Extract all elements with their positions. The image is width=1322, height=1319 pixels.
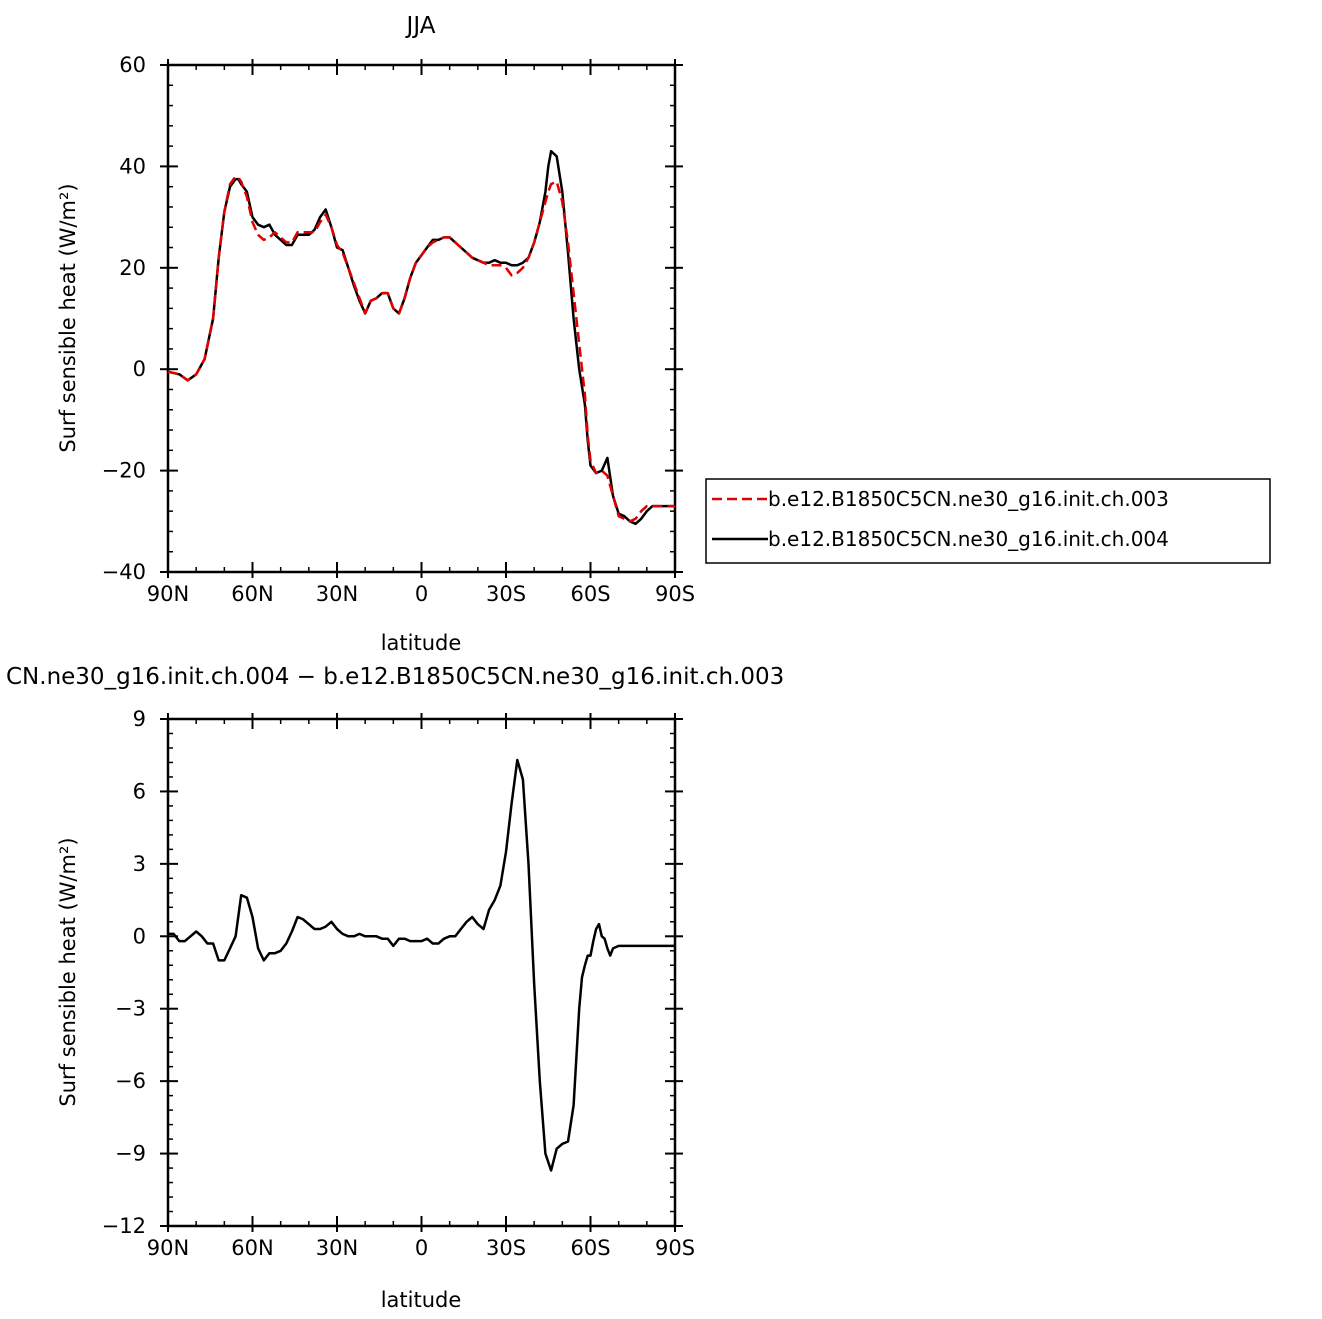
legend-box [705, 478, 1271, 564]
bottom-y-axis-label: Surf sensible heat (W/m²) [56, 837, 80, 1106]
bottom-x-tick-label: 60S [570, 1236, 610, 1260]
bottom-y-tick-label: 6 [133, 779, 146, 803]
top-series-line-0 [167, 175, 675, 523]
top-y-tick-label: −40 [102, 560, 146, 584]
bottom-x-tick-label: 30N [316, 1236, 358, 1260]
top-x-axis-label: latitude [381, 631, 462, 655]
top-series-group [167, 149, 675, 526]
bottom-y-tick-label: −3 [115, 997, 146, 1021]
top-y-tick-label: −20 [102, 459, 146, 483]
bottom-y-tick-label: 3 [133, 852, 146, 876]
top-x-tick-label: 0 [415, 582, 428, 606]
bottom-y-tick-label: 9 [133, 707, 146, 731]
top-chart-title: JJA [405, 13, 436, 39]
top-series-line-1 [167, 149, 675, 526]
bottom-panel: CN.ne30_g16.init.ch.004 − b.e12.B1850C5C… [6, 664, 784, 1312]
top-y-tick-label: 40 [119, 154, 146, 178]
legend-label-004: b.e12.B1850C5CN.ne30_g16.init.ch.004 [768, 527, 1169, 551]
top-y-tick-label: 20 [119, 256, 146, 280]
bottom-series-group [168, 758, 675, 1172]
bottom-x-tick-label: 0 [415, 1236, 428, 1260]
top-x-tick-label: 90S [655, 582, 695, 606]
bottom-x-axis-label: latitude [381, 1288, 462, 1312]
top-axis-ticks: 90N 60N 30N 0 30S 60S 90S −40 −20 0 20 40 60 [102, 53, 695, 606]
bottom-series-line-0 [168, 758, 675, 1172]
top-panel: JJA 90N 60N 30N 0 30S 60S 90S −40 −20 0 20 40 60 lat… [56, 13, 695, 655]
top-x-tick-label: 30N [316, 582, 358, 606]
top-y-axis-label: Surf sensible heat (W/m²) [56, 183, 80, 452]
top-y-tick-label: 0 [133, 357, 146, 381]
bottom-x-tick-label: 90N [147, 1236, 189, 1260]
bottom-y-tick-label: −6 [115, 1069, 146, 1093]
bottom-y-tick-label: −12 [102, 1214, 146, 1238]
top-y-tick-label: 60 [119, 53, 146, 77]
bottom-y-tick-label: 0 [133, 924, 146, 948]
legend: b.e12.B1850C5CN.ne30_g16.init.ch.003 b.e… [705, 478, 1271, 564]
bottom-axis-ticks: 90N 60N 30N 0 30S 60S 90S −12 −9 −6 −3 0 3 6 9 [102, 707, 695, 1260]
legend-label-003: b.e12.B1850C5CN.ne30_g16.init.ch.003 [768, 487, 1169, 511]
bottom-y-tick-label: −9 [115, 1142, 146, 1166]
bottom-x-tick-label: 90S [655, 1236, 695, 1260]
bottom-chart-title: CN.ne30_g16.init.ch.004 − b.e12.B1850C5C… [6, 664, 784, 690]
top-x-tick-label: 90N [147, 582, 189, 606]
bottom-x-tick-label: 30S [486, 1236, 526, 1260]
bottom-x-tick-label: 60N [231, 1236, 273, 1260]
top-x-tick-label: 60S [570, 582, 610, 606]
top-plot-frame [166, 63, 677, 574]
bottom-plot-frame [166, 717, 677, 1228]
top-x-tick-label: 30S [486, 582, 526, 606]
top-x-tick-label: 60N [231, 582, 273, 606]
